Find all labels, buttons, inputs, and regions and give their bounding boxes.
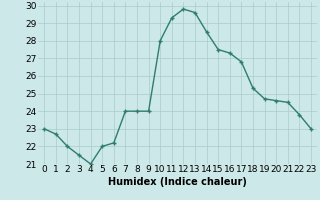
X-axis label: Humidex (Indice chaleur): Humidex (Indice chaleur) — [108, 177, 247, 187]
